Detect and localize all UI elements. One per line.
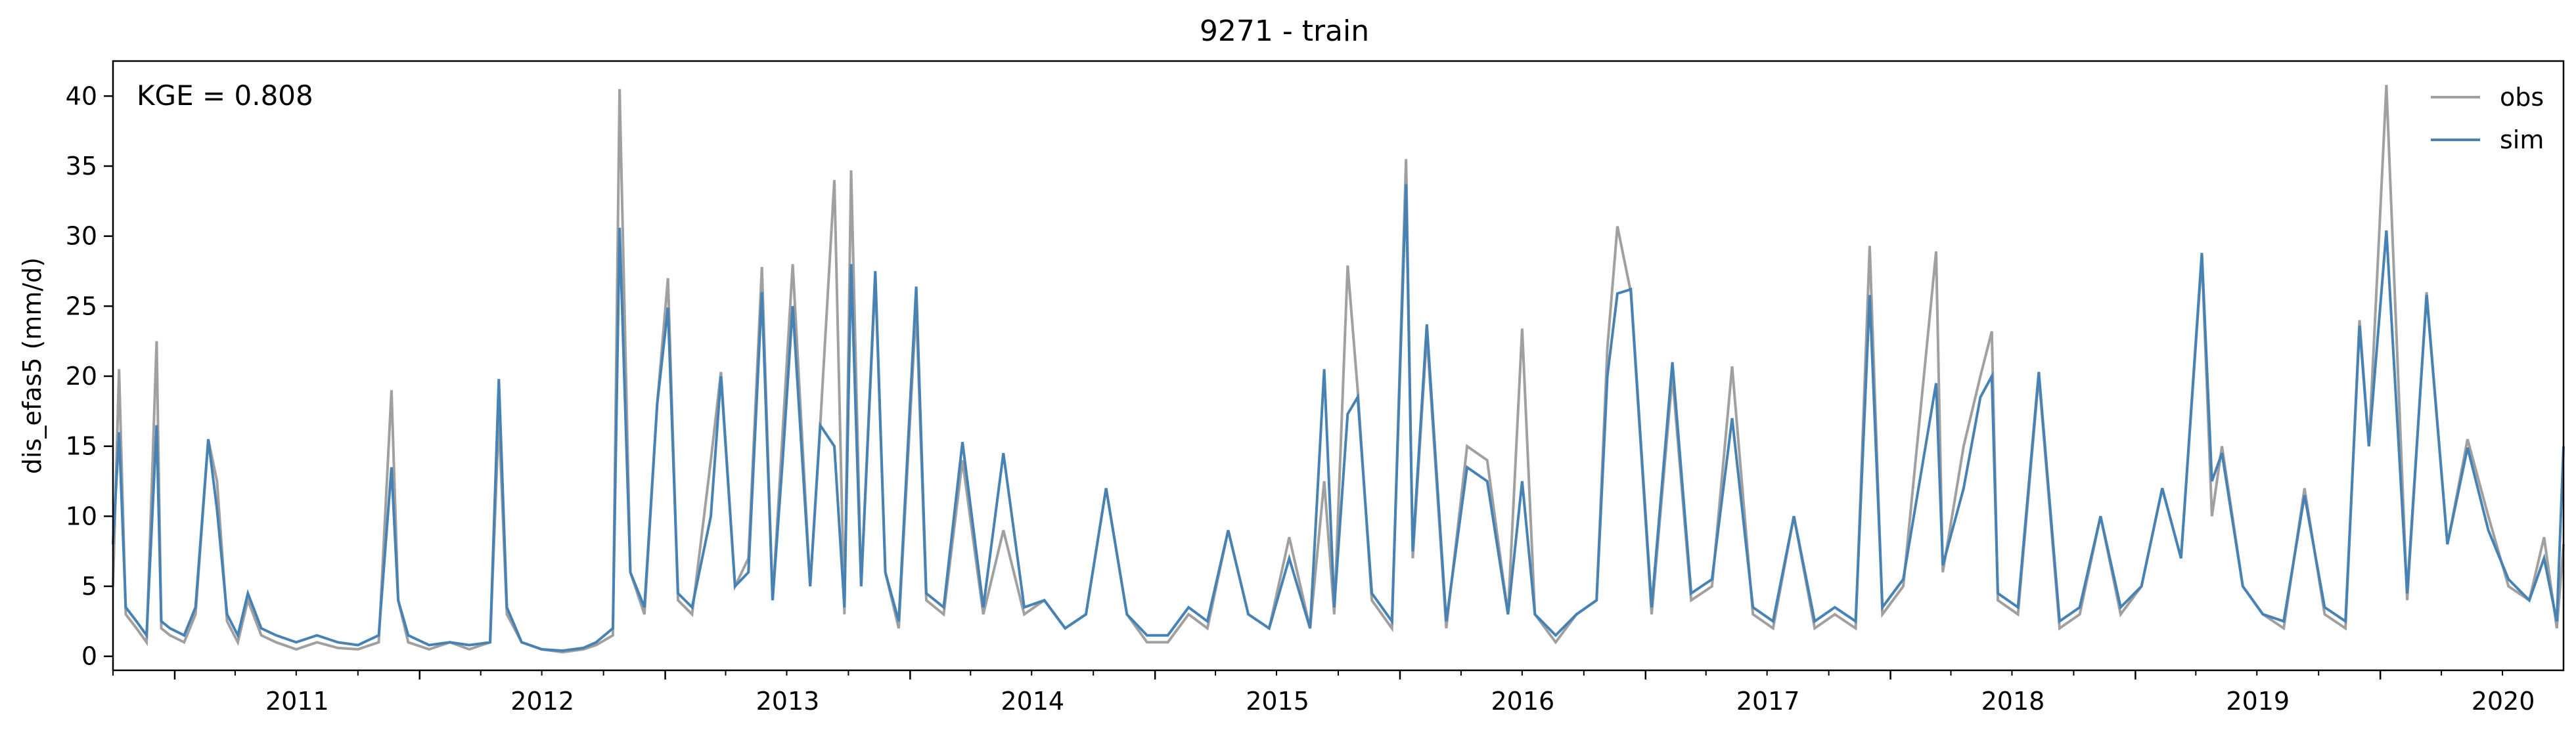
legend: obs sim (2431, 83, 2544, 154)
x-tick-label: 2011 (265, 687, 329, 716)
x-tick-label: 2020 (2472, 687, 2535, 716)
plot-frame (112, 60, 2565, 672)
x-tick-label: 2015 (1246, 687, 1309, 716)
y-tick-label: 5 (81, 572, 97, 601)
y-tick-label: 20 (66, 362, 97, 391)
x-tick-label: 2013 (756, 687, 820, 716)
y-axis-ticks: 0 5 10 15 20 25 30 35 40 (66, 81, 113, 671)
y-tick-label: 15 (66, 432, 97, 461)
legend-label-obs: obs (2500, 83, 2544, 112)
x-axis-ticks: 2011 2012 2013 2014 2015 2016 2017 2018 2019 2020 (112, 670, 2535, 716)
y-axis-label: dis_efas5 (mm/d) (18, 257, 47, 474)
x-tick-label: 2014 (1001, 687, 1064, 716)
series-lines (112, 85, 2565, 654)
y-tick-label: 40 (66, 81, 97, 110)
x-tick-label: 2016 (1491, 687, 1555, 716)
series-line-sim (112, 184, 2565, 653)
x-tick-label: 2018 (1981, 687, 2045, 716)
y-tick-label: 25 (66, 291, 97, 320)
y-tick-label: 0 (81, 642, 97, 671)
chart-title: 9271 - train (1200, 14, 1369, 48)
y-tick-label: 30 (66, 222, 97, 251)
x-tick-label: 2012 (510, 687, 574, 716)
x-tick-label: 2019 (2226, 687, 2290, 716)
x-tick-label: 2017 (1736, 687, 1800, 716)
kge-annotation: KGE = 0.808 (137, 79, 313, 112)
y-tick-label: 35 (66, 152, 97, 181)
y-tick-label: 10 (66, 502, 97, 530)
legend-label-sim: sim (2500, 125, 2544, 154)
